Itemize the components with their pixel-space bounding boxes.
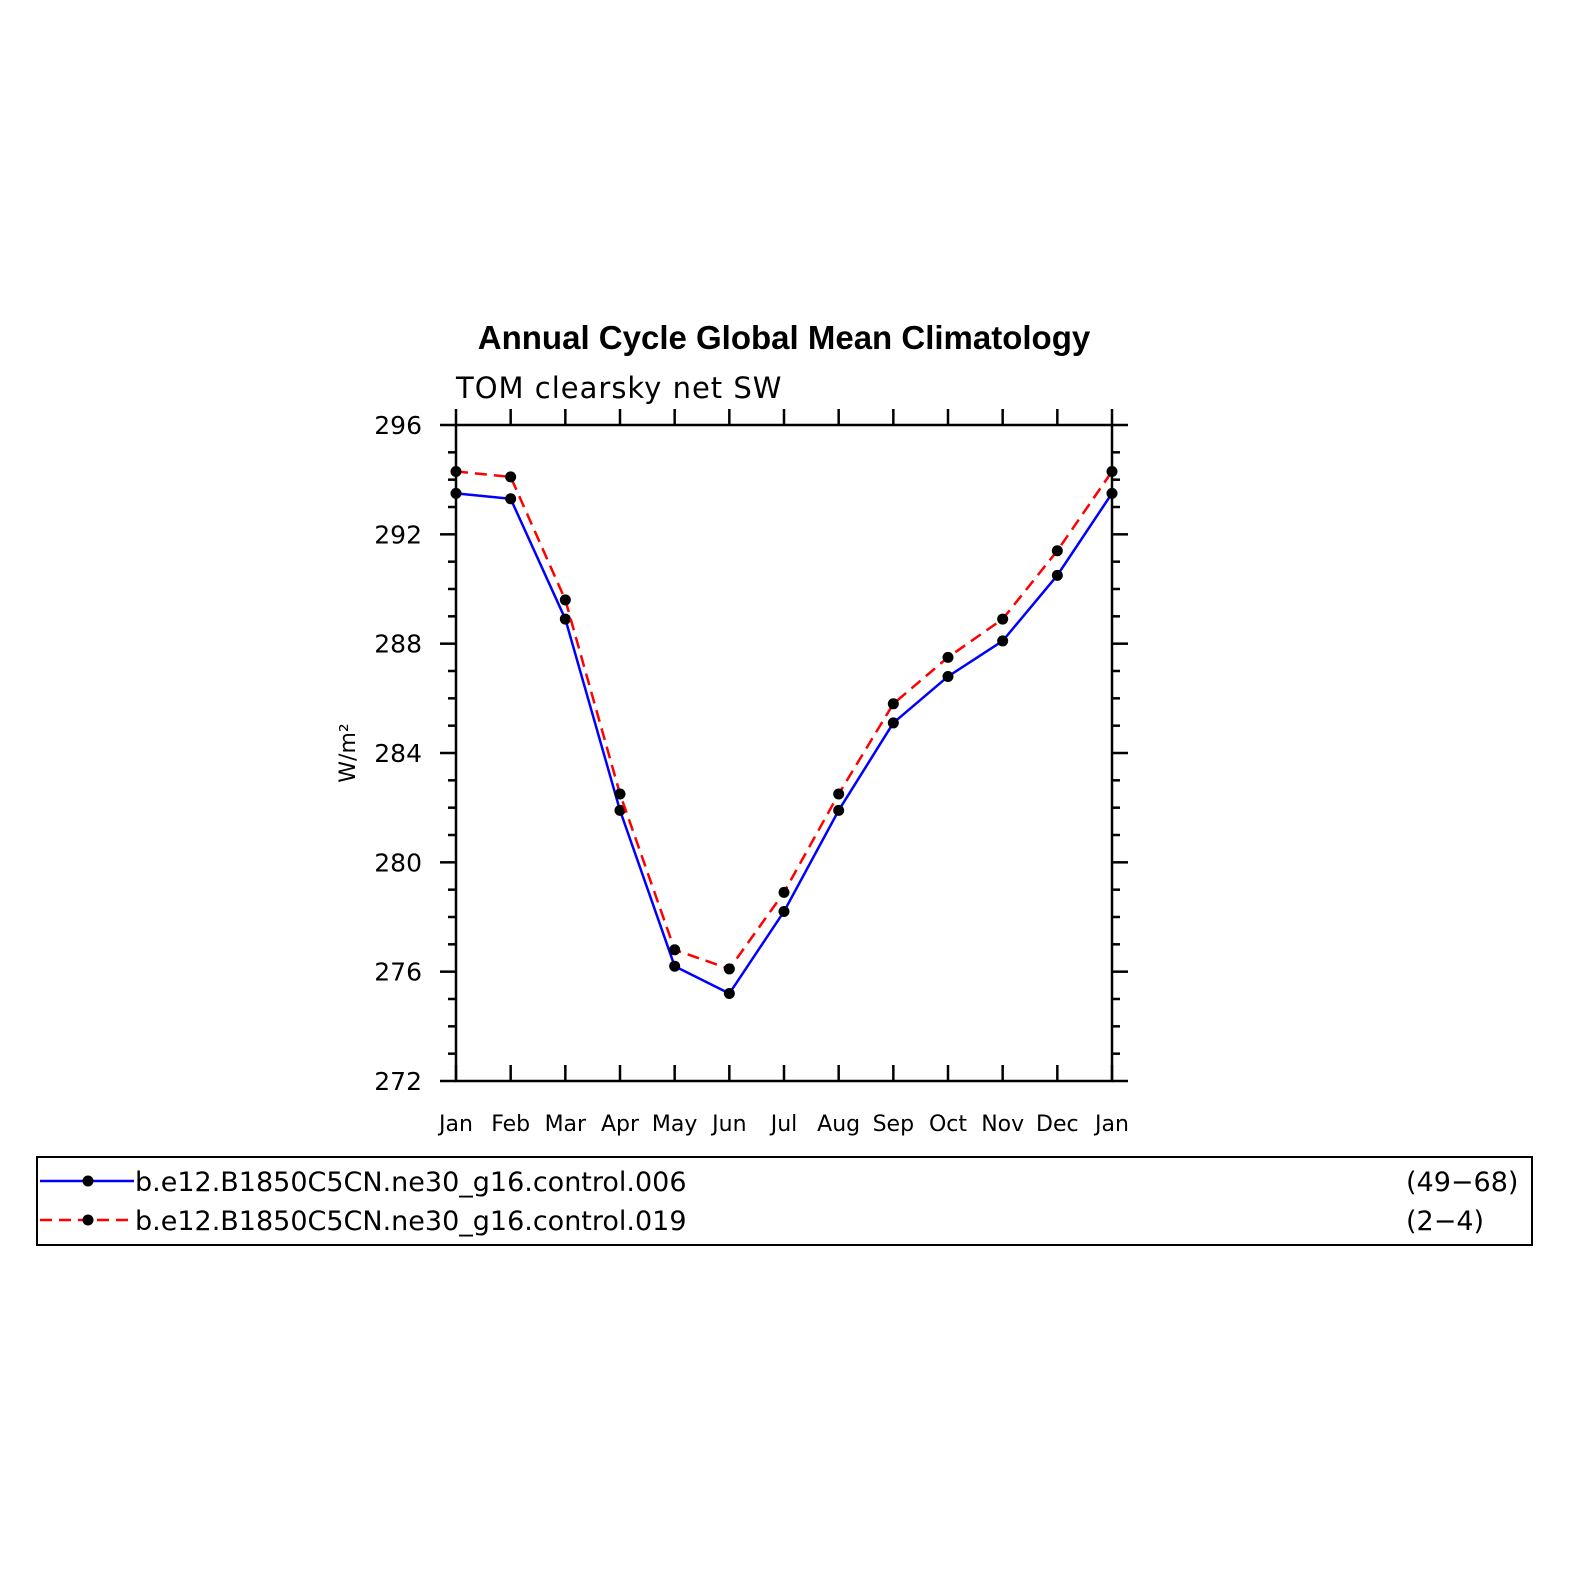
data-point [669, 960, 681, 972]
data-point [887, 717, 899, 729]
series-layer [450, 465, 1118, 1000]
series-2 [450, 465, 1118, 975]
data-point [1106, 487, 1118, 499]
x-tick-label: Aug [817, 1112, 860, 1137]
data-point [723, 988, 735, 1000]
y-tick-label: 284 [374, 739, 422, 768]
data-point [778, 906, 790, 918]
legend-marker [82, 1175, 94, 1187]
x-tick-label: Jan [1093, 1112, 1129, 1137]
data-point [942, 651, 954, 663]
data-point [723, 963, 735, 975]
x-tick-label: Apr [601, 1112, 640, 1137]
data-point [505, 493, 517, 505]
data-point [833, 788, 845, 800]
legend-series-years: (49−68) [1406, 1167, 1518, 1198]
x-tick-label: Nov [981, 1112, 1024, 1137]
legend-series-name: b.e12.B1850C5CN.ne30_g16.control.006 [135, 1167, 687, 1198]
legend: b.e12.B1850C5CN.ne30_g16.control.006 (49−… [36, 1156, 1533, 1246]
x-tick-label: Feb [491, 1112, 530, 1137]
chart-subtitle: TOM clearsky net SW [455, 371, 782, 405]
axes: 272 276 280 284 288 292 296 Jan Feb Mar Apr May Jun J… [374, 409, 1129, 1137]
y-tick-label: 272 [374, 1067, 422, 1096]
y-tick-label: 276 [374, 958, 422, 987]
legend-box [36, 1156, 1533, 1246]
data-point [669, 944, 681, 956]
data-point [833, 804, 845, 816]
y-tick-label: 280 [374, 848, 422, 877]
y-axis-label: W/m² [336, 723, 361, 782]
y-tick-label: 292 [374, 520, 422, 549]
series-line [455, 492, 1114, 996]
x-tick-label: Sep [873, 1112, 914, 1137]
y-tick-label: 296 [374, 411, 422, 440]
data-point [1106, 465, 1118, 477]
data-point [559, 613, 571, 625]
x-tick-label: Dec [1036, 1112, 1079, 1137]
x-tick-label: Oct [929, 1112, 967, 1137]
data-point [778, 886, 790, 898]
y-tick-label: 288 [374, 630, 422, 659]
x-tick-label: May [652, 1112, 697, 1137]
x-tick-label: Jun [710, 1112, 746, 1137]
data-point [614, 804, 626, 816]
x-tick-label: Mar [545, 1112, 587, 1137]
plot-frame [454, 423, 1114, 1083]
data-point [997, 613, 1009, 625]
data-point [997, 635, 1009, 647]
x-tick-label: Jul [769, 1112, 798, 1137]
chart-title: Annual Cycle Global Mean Climatology [478, 319, 1091, 356]
data-point [559, 594, 571, 606]
x-tick-label: Jan [437, 1112, 473, 1137]
series-1 [450, 487, 1118, 1000]
data-point [1051, 569, 1063, 581]
data-point [505, 471, 517, 483]
data-point [450, 465, 462, 477]
legend-series-years: (2−4) [1406, 1206, 1484, 1237]
legend-marker [82, 1214, 94, 1226]
data-point [450, 487, 462, 499]
data-point [1051, 545, 1063, 557]
data-point [942, 670, 954, 682]
data-point [614, 788, 626, 800]
data-point [887, 698, 899, 710]
legend-series-name: b.e12.B1850C5CN.ne30_g16.control.019 [135, 1206, 687, 1237]
